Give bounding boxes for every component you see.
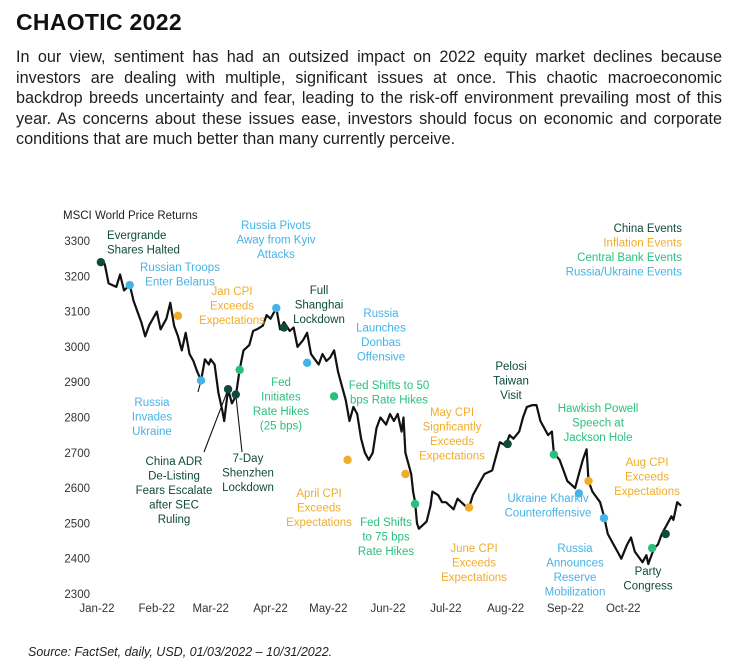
x-tick-label: Oct-22 xyxy=(606,603,641,615)
x-tick-label: Feb-22 xyxy=(139,603,175,615)
y-tick-label: 3100 xyxy=(64,307,90,319)
y-tick-label: 2300 xyxy=(64,589,90,601)
event-label: Fed Shifts to 50 bps Rate Hikes xyxy=(349,380,430,407)
event-label: June CPI Exceeds Expectations xyxy=(441,543,507,584)
event-label: Jan CPI Exceeds Expectations xyxy=(199,286,265,327)
event-marker-inflation xyxy=(584,476,593,486)
event-marker-russia-ukraine xyxy=(125,280,134,290)
y-tick-label: 2900 xyxy=(64,377,90,389)
legend: China Events Inflation Events Central Bank… xyxy=(566,223,683,279)
x-tick-label: May-22 xyxy=(309,603,347,615)
event-label: Party Congress xyxy=(623,566,672,593)
event-marker-inflation xyxy=(401,469,410,479)
event-marker-central-bank xyxy=(329,392,339,401)
y-tick-label: 3000 xyxy=(64,342,90,354)
y-tick-label: 2800 xyxy=(64,413,90,425)
x-tick-label: Jan-22 xyxy=(79,603,114,615)
event-label: Full Shanghai Lockdown xyxy=(293,285,345,326)
event-callout-line xyxy=(203,389,229,453)
x-tick-label: Mar-22 xyxy=(193,603,229,615)
event-marker-central-bank xyxy=(647,543,657,553)
event-marker-inflation xyxy=(343,455,352,465)
event-marker-russia-ukraine xyxy=(196,376,206,385)
event-marker-china xyxy=(231,390,240,399)
x-tick-label: Apr-22 xyxy=(253,603,288,615)
event-label: April CPI Exceeds Expectations xyxy=(286,488,352,529)
events-layer: Evergrande Shares Halted Russian Troops Ent… xyxy=(96,220,680,599)
event-label: Hawkish Powell Speech at Jackson Hole xyxy=(558,403,639,444)
y-tick-label: 3200 xyxy=(64,271,90,283)
event-label: Fed Initiates Rate Hikes (25 bps) xyxy=(253,377,309,433)
legend-entry: Inflation Events xyxy=(603,238,682,250)
event-label: China ADR De-Listing Fears Escalate after S… xyxy=(136,456,213,526)
event-label: May CPI Signficantly Exceeds Expectations xyxy=(419,407,485,463)
legend-entry: Russia/Ukraine Events xyxy=(566,267,683,279)
event-marker-russia-ukraine xyxy=(272,303,281,313)
series-layer xyxy=(100,261,682,566)
event-label: Pelosi Taiwan Visit xyxy=(493,361,529,402)
event-marker-russia-ukraine xyxy=(302,358,312,367)
event-callout-line xyxy=(235,394,243,453)
page-title: CHAOTIC 2022 xyxy=(16,9,182,35)
y-axis: 2300 2400 2500 2600 2700 2800 2900 3000 3100 3200… xyxy=(64,236,90,601)
event-label: Evergrande Shares Halted xyxy=(107,230,180,257)
event-label: Russia Invades Ukraine xyxy=(132,397,173,438)
y-tick-label: 2700 xyxy=(64,448,90,460)
event-marker-russia-ukraine xyxy=(574,489,584,498)
event-marker-central-bank xyxy=(410,499,420,509)
source-note: Source: FactSet, daily, USD, 01/03/2022 … xyxy=(28,645,333,659)
event-label: 7-Day Shenzhen Lockdown xyxy=(222,453,274,494)
event-marker-china xyxy=(96,257,106,267)
event-marker-central-bank xyxy=(549,450,559,459)
x-tick-label: Jun-22 xyxy=(370,603,405,615)
y-tick-label: 2400 xyxy=(64,554,90,566)
x-tick-label: Sep-22 xyxy=(547,603,584,615)
series-line xyxy=(100,261,682,566)
legend-entry: Central Bank Events xyxy=(577,252,682,264)
event-marker-inflation xyxy=(464,503,474,512)
event-marker-russia-ukraine xyxy=(599,513,609,523)
event-marker-china xyxy=(661,529,670,539)
event-label: Aug CPI Exceeds Expectations xyxy=(614,457,680,498)
legend-entry: China Events xyxy=(614,223,683,235)
y-tick-label: 2600 xyxy=(64,483,90,495)
event-label: Ukraine Kharkiv Counteroffensive xyxy=(505,493,592,520)
x-axis: Jan-22 Feb-22 Mar-22 Apr-22 May-22 Jun-22 Jul-… xyxy=(79,603,640,615)
event-marker-central-bank xyxy=(235,365,244,375)
y-tick-label: 2500 xyxy=(64,518,90,530)
x-tick-label: Aug-22 xyxy=(487,603,524,615)
event-label: Russia Pivots Away from Kyiv Attacks xyxy=(236,220,315,261)
event-label: Russia Announces Reserve Mobilization xyxy=(545,543,606,599)
event-label: Russian Troops Enter Belarus xyxy=(140,262,220,289)
event-label: Fed Shifts to 75 bps Rate Hikes xyxy=(358,517,414,558)
intro-paragraph: In our view, sentiment has had an outsiz… xyxy=(16,48,722,149)
event-marker-china xyxy=(503,439,512,449)
chart-title: MSCI World Price Returns xyxy=(63,210,198,222)
event-label: Russia Launches Donbas Offensive xyxy=(356,308,406,364)
x-tick-label: Jul-22 xyxy=(430,603,461,615)
event-marker-china xyxy=(279,323,289,332)
event-marker-inflation xyxy=(173,311,183,321)
y-tick-label: 3300 xyxy=(64,236,90,248)
event-marker-china xyxy=(223,385,233,394)
msci-world-line-chart: MSCI World Price Returns 2300 2400 2500 260… xyxy=(63,210,683,615)
